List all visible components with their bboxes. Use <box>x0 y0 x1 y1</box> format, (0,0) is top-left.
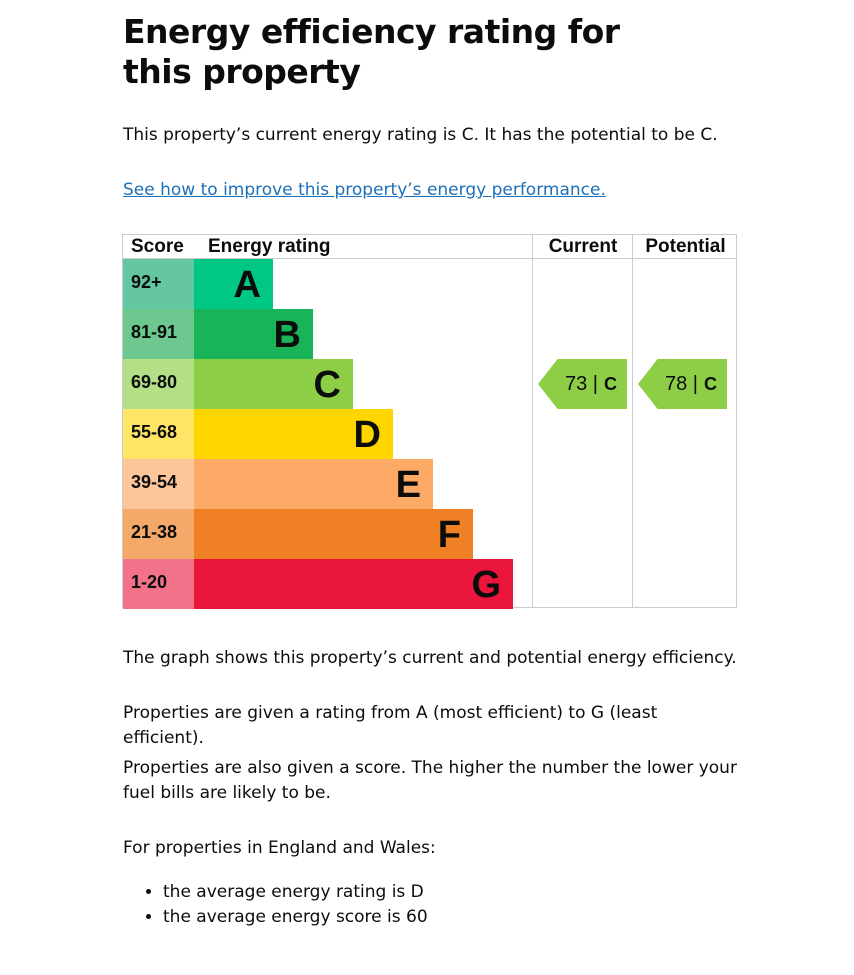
rating-description: Properties are given a rating from A (mo… <box>123 703 658 748</box>
current-score: 73 <box>564 373 588 395</box>
score-description: Properties are also given a score. The h… <box>123 758 737 803</box>
rating-bar: G <box>194 559 513 609</box>
potential-score: 78 <box>664 373 688 395</box>
header-score: Score <box>131 236 184 257</box>
potential-rating-arrow: 78 | C <box>638 359 727 409</box>
score-range: 21-38 <box>123 509 194 559</box>
score-range: 69-80 <box>123 359 194 409</box>
england-wales-text: For properties in England and Wales: <box>123 838 436 858</box>
rating-bar: A <box>194 259 273 309</box>
improve-link[interactable]: See how to improve this property’s energ… <box>123 180 606 200</box>
list-item: the average energy score is 60 <box>163 905 428 930</box>
page-title: Energy efficiency rating for this proper… <box>123 12 620 91</box>
energy-rating-table: Score Energy rating Current Potential 92… <box>122 234 737 609</box>
rating-bar: C <box>194 359 353 409</box>
score-range: 55-68 <box>123 409 194 459</box>
header-current: Current <box>548 236 618 257</box>
rating-bar: B <box>194 309 313 359</box>
header-energy-rating: Energy rating <box>208 236 331 257</box>
graph-description: The graph shows this property’s current … <box>123 648 737 668</box>
current-band: C <box>604 374 617 394</box>
rating-bar: F <box>194 509 473 559</box>
potential-band: C <box>704 374 717 394</box>
rating-bar: D <box>194 409 393 459</box>
list-item: the average energy rating is D <box>163 880 428 905</box>
score-range: 81-91 <box>123 309 194 359</box>
score-range: 39-54 <box>123 459 194 509</box>
averages-list: the average energy rating is D the avera… <box>123 880 428 930</box>
rating-bar: E <box>194 459 433 509</box>
current-rating-arrow: 73 | C <box>538 359 627 409</box>
score-range: 92+ <box>123 259 194 309</box>
score-range: 1-20 <box>123 559 194 609</box>
header-potential: Potential <box>645 236 726 257</box>
intro-text: This property’s current energy rating is… <box>123 125 718 145</box>
